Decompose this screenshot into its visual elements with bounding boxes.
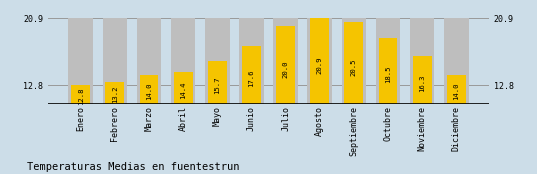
Text: 20.5: 20.5 bbox=[351, 58, 357, 76]
Text: 20.9: 20.9 bbox=[317, 57, 323, 74]
Bar bbox=[273, 18, 298, 104]
Text: 14.0: 14.0 bbox=[453, 83, 459, 100]
Bar bbox=[140, 76, 158, 104]
Bar bbox=[205, 18, 229, 104]
Bar bbox=[103, 18, 127, 104]
Text: 12.8: 12.8 bbox=[78, 87, 84, 105]
Bar bbox=[342, 18, 366, 104]
Bar bbox=[444, 18, 469, 104]
Bar bbox=[410, 18, 434, 104]
Bar bbox=[310, 18, 329, 104]
Bar bbox=[242, 46, 261, 104]
Bar bbox=[413, 56, 432, 104]
Bar bbox=[447, 76, 466, 104]
Bar bbox=[68, 18, 93, 104]
Bar bbox=[376, 18, 401, 104]
Bar bbox=[171, 18, 195, 104]
Bar bbox=[208, 61, 227, 104]
Text: 13.2: 13.2 bbox=[112, 86, 118, 103]
Bar bbox=[276, 26, 295, 104]
Bar bbox=[105, 82, 124, 104]
Text: Temperaturas Medias en fuentestrun: Temperaturas Medias en fuentestrun bbox=[27, 162, 240, 172]
Text: 17.6: 17.6 bbox=[249, 69, 255, 87]
Bar bbox=[345, 22, 364, 104]
Bar bbox=[308, 18, 332, 104]
Text: 14.0: 14.0 bbox=[146, 83, 152, 100]
Bar bbox=[239, 18, 264, 104]
Text: 14.4: 14.4 bbox=[180, 81, 186, 99]
Bar bbox=[71, 85, 90, 104]
Bar bbox=[379, 38, 397, 104]
Text: 18.5: 18.5 bbox=[385, 66, 391, 83]
Text: 16.3: 16.3 bbox=[419, 74, 425, 92]
Text: 15.7: 15.7 bbox=[214, 76, 220, 94]
Text: 20.0: 20.0 bbox=[282, 60, 288, 78]
Bar bbox=[136, 18, 161, 104]
Bar bbox=[173, 72, 192, 104]
